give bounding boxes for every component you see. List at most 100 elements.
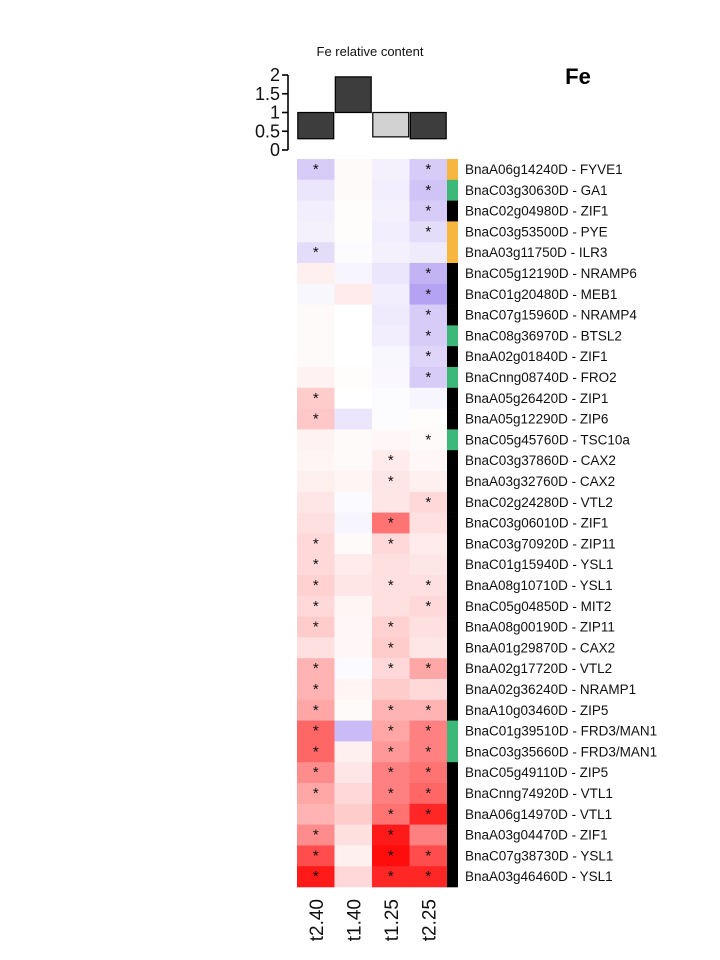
heatmap-cell xyxy=(372,824,410,846)
significance-star: * xyxy=(388,619,394,636)
heatmap-cell xyxy=(297,159,335,181)
heatmap-cell xyxy=(409,783,448,805)
gene-label: BnaC03g53500D - PYE xyxy=(465,224,608,239)
category-swatch xyxy=(447,554,458,576)
heatmap-cell xyxy=(409,658,448,680)
significance-star: * xyxy=(388,660,394,677)
gene-label: BnaC02g04980D - ZIF1 xyxy=(465,204,608,219)
heatmap-cell xyxy=(334,845,373,867)
heatmap-cell xyxy=(297,762,335,784)
significance-star: * xyxy=(425,203,431,220)
gene-label: BnaC01g39510D - FRD3/MAN1 xyxy=(465,724,657,739)
significance-star: * xyxy=(425,431,431,448)
y-tick-label: 0.5 xyxy=(255,121,280,141)
heatmap-cell xyxy=(334,741,373,763)
heatmap-cell xyxy=(409,595,448,617)
significance-star: * xyxy=(313,681,319,698)
heatmap-cell xyxy=(297,408,335,430)
heatmap-cell xyxy=(334,575,373,597)
significance-star: * xyxy=(313,660,319,677)
heatmap-cell xyxy=(409,200,448,222)
significance-star: * xyxy=(313,161,319,178)
heatmap-cell xyxy=(409,803,448,825)
significance-star: * xyxy=(425,369,431,386)
heatmap-cell xyxy=(409,450,448,472)
significance-star: * xyxy=(313,764,319,781)
significance-star: * xyxy=(425,577,431,594)
significance-star: * xyxy=(425,286,431,303)
category-swatch xyxy=(447,471,458,493)
category-swatch xyxy=(447,616,458,638)
heatmap-cell xyxy=(297,263,335,285)
significance-star: * xyxy=(313,411,319,428)
heatmap-cell xyxy=(372,658,410,680)
heatmap-cell xyxy=(297,658,335,680)
heatmap-cell xyxy=(409,637,448,659)
gene-label: BnaCnng74920D - VTL1 xyxy=(465,786,613,801)
significance-star: * xyxy=(425,327,431,344)
category-swatch xyxy=(447,637,458,659)
bar-chart-bars xyxy=(297,76,447,140)
heatmap-cell xyxy=(334,491,373,513)
significance-star: * xyxy=(313,847,319,864)
category-swatch xyxy=(447,762,458,784)
category-color-strip xyxy=(447,159,458,888)
category-swatch xyxy=(447,741,458,763)
gene-label: BnaA08g00190D - ZIP11 xyxy=(465,620,615,635)
heatmap-cell xyxy=(372,533,410,555)
heatmap-cell xyxy=(334,512,373,534)
heatmap-cell xyxy=(372,450,410,472)
significance-star: * xyxy=(388,827,394,844)
heatmap-cell xyxy=(334,762,373,784)
significance-star: * xyxy=(388,515,394,532)
heatmap-cell xyxy=(334,159,373,181)
heatmap-cell xyxy=(372,263,410,285)
category-swatch xyxy=(447,491,458,513)
heatmap-cell xyxy=(409,471,448,493)
heatmap-cell xyxy=(334,533,373,555)
significance-star: * xyxy=(388,806,394,823)
significance-star: * xyxy=(425,265,431,282)
gene-label: BnaA03g04470D - ZIF1 xyxy=(465,828,608,843)
heatmap-cell xyxy=(409,408,448,430)
significance-star: * xyxy=(425,785,431,802)
heatmap-cell xyxy=(409,221,448,243)
significance-star: * xyxy=(425,868,431,885)
heatmap-cell xyxy=(297,179,335,201)
heatmap-cell xyxy=(409,346,448,368)
significance-star: * xyxy=(425,764,431,781)
category-swatch xyxy=(447,595,458,617)
category-swatch xyxy=(447,408,458,430)
heatmap-cell xyxy=(297,699,335,721)
category-swatch xyxy=(447,575,458,597)
heatmap-cell xyxy=(334,408,373,430)
heatmap-cell xyxy=(297,741,335,763)
category-swatch xyxy=(447,304,458,326)
category-swatch xyxy=(447,387,458,409)
significance-star: * xyxy=(425,161,431,178)
category-swatch xyxy=(447,720,458,742)
significance-star: * xyxy=(388,639,394,656)
significance-star: * xyxy=(313,785,319,802)
heatmap-cell xyxy=(409,325,448,347)
heatmap-cell xyxy=(372,325,410,347)
significance-star: * xyxy=(425,660,431,677)
heatmap-cell xyxy=(334,720,373,742)
category-swatch xyxy=(447,866,458,888)
heatmap-cell xyxy=(334,346,373,368)
heatmap-cell xyxy=(334,637,373,659)
y-tick-label: 1.5 xyxy=(255,84,280,104)
heatmap-cell xyxy=(409,387,448,409)
heatmap-cell xyxy=(372,408,410,430)
significance-star: * xyxy=(425,847,431,864)
category-swatch xyxy=(447,658,458,680)
gene-label: BnaA01g29870D - CAX2 xyxy=(465,640,615,655)
heatmap-cell xyxy=(372,242,410,264)
heatmap-cell xyxy=(297,783,335,805)
gene-label: BnaC01g20480D - MEB1 xyxy=(465,287,617,302)
heatmap-cell xyxy=(372,346,410,368)
heatmap-cell xyxy=(334,450,373,472)
gene-label: BnaC03g35660D - FRD3/MAN1 xyxy=(465,744,657,759)
heatmap-cell xyxy=(372,616,410,638)
heatmap-cell xyxy=(409,762,448,784)
